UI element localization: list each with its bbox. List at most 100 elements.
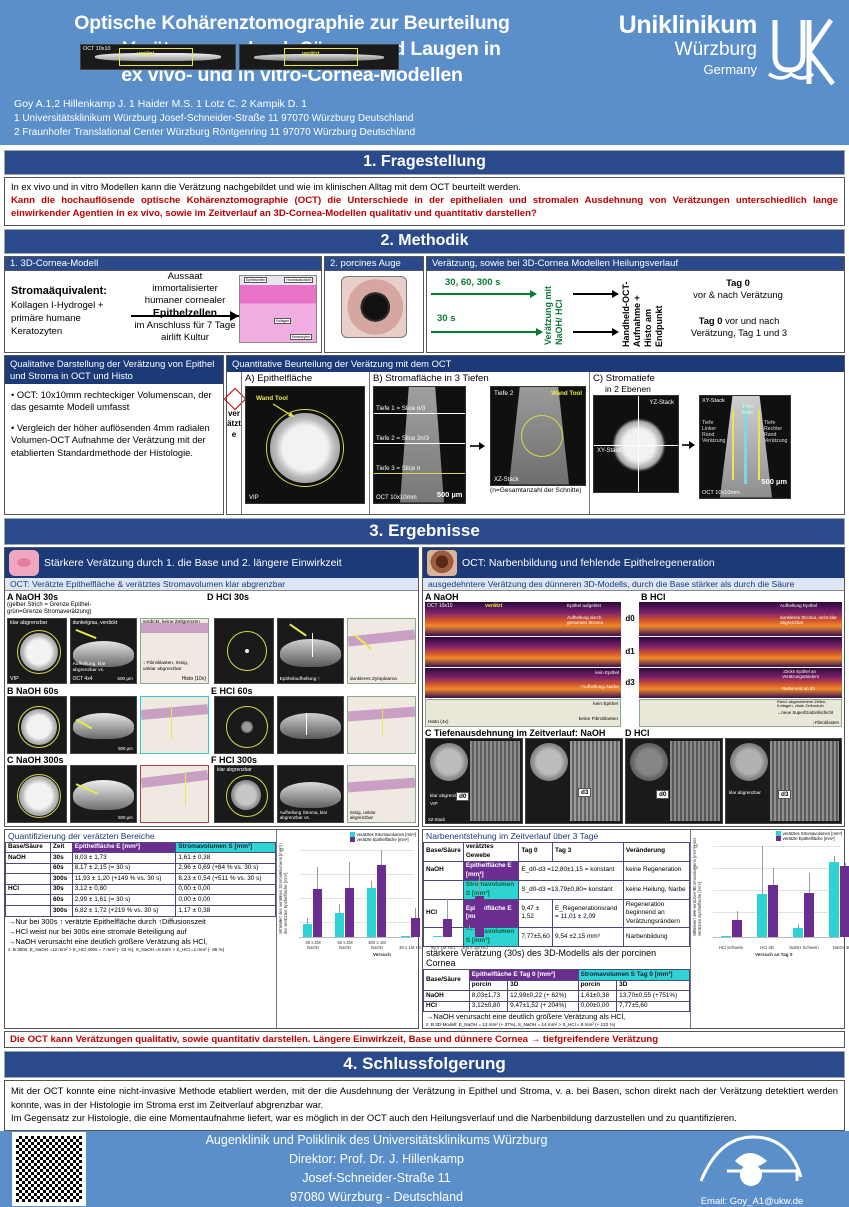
cap-oct-right-a: OCT 10x10	[427, 602, 453, 609]
cap-histo4x: Histo (4x)	[428, 719, 449, 725]
chart2-xt-1: HCl 3D	[760, 944, 774, 950]
affiliation-2: 2 Fraunhofer Translational Center Würzbu…	[14, 127, 416, 138]
chart1-xt-2: 300 s 1M NaOH	[368, 939, 386, 950]
methodik-col1-body: Stromaäquivalent: Kollagen I-Hydrogel + …	[5, 271, 321, 347]
badge-d0-naoh: d0	[456, 791, 470, 801]
chart1-xt-1: 60 s 1M NaOH	[337, 939, 353, 950]
cell: 300s	[50, 905, 73, 917]
footer-line-2: Direktor: Prof. Dr. J. Hillenkamp	[288, 1151, 465, 1166]
th-stromavolumen: Stromavolumen S [mm³]	[175, 841, 276, 854]
qr-code[interactable]	[12, 1131, 86, 1206]
quant-c-arrow-icon	[682, 440, 695, 449]
depth-hcl-d3: klar abgrenzbar d3	[725, 737, 842, 824]
cell: Regeneration beginnend an Verätzungsränd…	[622, 899, 691, 928]
table-row: 300s 6,82 ± 1,72 (+219 % vs. 30 s) 1,17 ± …	[5, 905, 276, 917]
chart-porcine: Mittelwert des verätzten Stromavolumens …	[277, 829, 489, 957]
label-e-hcl-60s: E HCl 60s	[211, 685, 253, 696]
right-table-chart-block: Narbenentstehung im Zeitverlauf über 3 T…	[422, 828, 849, 1030]
cell: NaOH	[423, 860, 464, 881]
heat-naoh-d0: OCT 10x10 verätzt Epithel aufgelöst Aufh…	[425, 601, 621, 636]
quant-a-wand-label: Wand Tool	[256, 394, 288, 402]
table-quantifizierung: Base/Säure Zeit Epithelfläche E [mm²] St…	[5, 841, 276, 917]
quant-c-left-label: Tiefe Linker Rand Verätzung	[702, 419, 726, 444]
poster-title-line-1: Optische Kohärenztomographie zur Beurtei…	[74, 12, 510, 34]
diagram-label-keratozyten: Keratozyten	[289, 333, 312, 340]
heat-hcl-d1	[639, 636, 842, 667]
cap-histo-a: Histo (10x)	[181, 675, 206, 682]
quant-c-crosshair-image: YZ-Stack XY-Stack	[593, 394, 679, 493]
timepoint-d0: d0	[625, 614, 635, 623]
diagram-label-epithel: Epithelzellen	[244, 276, 268, 283]
porcine-eye-photo	[341, 275, 407, 338]
stroma-line-2: primäre humane	[11, 312, 81, 324]
left-table-wrap: Quantifizierung der verätzten Bereiche B…	[5, 829, 277, 1029]
cell: 1,61±0,38	[577, 990, 618, 1002]
quant-c-title: C) Stromatiefe	[593, 372, 655, 384]
quant-b-tiefe2-label: Tiefe 2	[494, 389, 514, 397]
timeline-label-bottom: 30 s	[437, 312, 456, 324]
table-row: Stromavolumen S [mm³] S_d0-d3 =13,79±0,80…	[423, 879, 691, 901]
oct-strip-naoh30: verätzt OCT 10x10	[80, 44, 236, 70]
chart2-xlabel: Versuch an Tag 0	[755, 951, 793, 957]
affiliation-1: 1 Universitätsklinikum Würzburg Josef-Sc…	[14, 112, 414, 124]
chart2-legend: verätztes Stromavolumen [mm³] verätzte E…	[775, 830, 842, 841]
quant-b-stack-image: Tiefe 1 = Slice n/3 Tiefe 2 = Slice 2n/3…	[373, 385, 467, 504]
table-left-note-2: →HCl weist nur bei 300s eine stromale Be…	[8, 926, 187, 936]
footer-email: Email: Goy_A1@ukw.de	[700, 1195, 804, 1207]
oct-strip-hcl30: verätzt	[239, 44, 399, 70]
cell: 0,00 ± 0,00	[175, 894, 276, 907]
row-d1: d1	[423, 636, 844, 667]
note-a-legend: (gelber Strich = Grenze Epithel-grün=Gre…	[7, 601, 92, 616]
img-a-oct4x4: dunkelgrau, verdickt Aufhellung, klar ab…	[69, 617, 137, 684]
diagram-label-kollagen: Kollagen	[274, 317, 292, 324]
chart2-legend-epi: verätzte Epithelfläche [mm²]	[782, 835, 835, 841]
label-right-d-hcl: D HCl	[625, 727, 650, 738]
cap-rand-zellen: Rand: abgestorbene Zellen, Kollagen, vit…	[777, 698, 827, 709]
img-c-oct4x4: 500 µm	[69, 764, 137, 823]
timeline-tag0-bottom-n1: vor und nach	[725, 314, 780, 326]
timeline-tag0-top: Tag 0	[726, 276, 750, 288]
depth-naoh-d3: d3	[525, 737, 623, 824]
th-base-saeure: Base/Säure	[5, 841, 51, 854]
cell: 1,17 ± 0,38	[175, 905, 276, 917]
timeline-label-top: 30, 60, 300 s	[445, 276, 501, 288]
cap-kein-epi2: kein Epithel	[593, 701, 618, 707]
quant-c-block: C) Stromatiefe in 2 Ebenen YZ-Stack XY-S…	[589, 371, 844, 514]
row-b-e-images: 500 µm	[5, 695, 418, 754]
pig-icon	[9, 549, 39, 576]
th-epithelflaeche: Epithelfläche E [mm²]	[71, 841, 177, 854]
img-c-histo	[139, 764, 209, 823]
aussaat-line-2: immortalisierter	[152, 282, 218, 294]
cap-fibro2: ↓Fibroblasten	[812, 719, 839, 725]
table-row: NaOH 8,03±1,73 12,99±0,22 (+ 62%) 1,61±0,38…	[423, 990, 690, 1002]
quantitative-body: verätzte A) Epithelfläche Wand Tool VIP	[223, 371, 844, 514]
cell: Stromavolumen S [mm³]	[462, 879, 520, 901]
cornea-model-diagram: Epithelzellen Hornhautschicht Kollagen K…	[239, 274, 317, 343]
quant-c-scalebar-label: 500 µm	[761, 476, 787, 486]
quant-c-right-label: Tiefe Rechter Rand Verätzung	[764, 419, 788, 444]
table-row: Base/Säure verätztes Gewebe Tag 0 Tag 3 …	[423, 841, 691, 862]
cell: Epithelfläche E [mm²]	[462, 899, 520, 928]
cap-klar-depth-a: klar abgrenzbar	[430, 793, 464, 799]
heat-hcl-d0: Aufhellung Epithel dunkleres Stroma, nic…	[639, 601, 842, 636]
cell	[5, 894, 51, 907]
cap-aufhellung-a: Aufhellung, klar abgrenzbar vs.	[72, 662, 106, 673]
chart2-xt-2: NaOH Schwein	[789, 944, 819, 950]
qualitative-bullet-2: • Vergleich der höher auflösenden 4mm ra…	[11, 422, 210, 458]
stroma-description: Stromaäquivalent: Kollagen I-Hydrogel + …	[11, 281, 131, 338]
methodik-col3-body: 30, 60, 300 s 30 s Verätzung mit NaOH/ H…	[427, 271, 844, 347]
cell: 8,23 ± 0,54 (+511 % vs. 30 s)	[175, 873, 276, 885]
cap-dicke-epi: ↓Dicke Epithel an Verätzungsrändern	[782, 668, 820, 679]
cap-scale-c: 500 µm	[118, 814, 133, 820]
wand-pointer-arrow-icon	[272, 402, 295, 418]
header-text-block: Optische Kohärenztomographie zur Beurtei…	[14, 6, 570, 141]
strip-oct-label-a: OCT 10x10	[83, 46, 111, 52]
th-r2-porcin-1: porcin	[468, 979, 509, 992]
th-zeit: Zeit	[50, 841, 73, 854]
cap-scale-b: 500 µm	[118, 745, 133, 751]
quant-a-title: A) Epithelfläche	[245, 372, 313, 384]
table-row: NaOH 30s 8,03 ± 1,73 1,61 ± 0,38	[5, 852, 276, 864]
tables-charts-row: Quantifizierung der verätzten Bereiche B…	[4, 828, 849, 1030]
cap-aufh-narbe: ↑Aufhellung=Narbe	[579, 683, 619, 689]
cell: 7,77±5,60	[616, 1000, 690, 1013]
